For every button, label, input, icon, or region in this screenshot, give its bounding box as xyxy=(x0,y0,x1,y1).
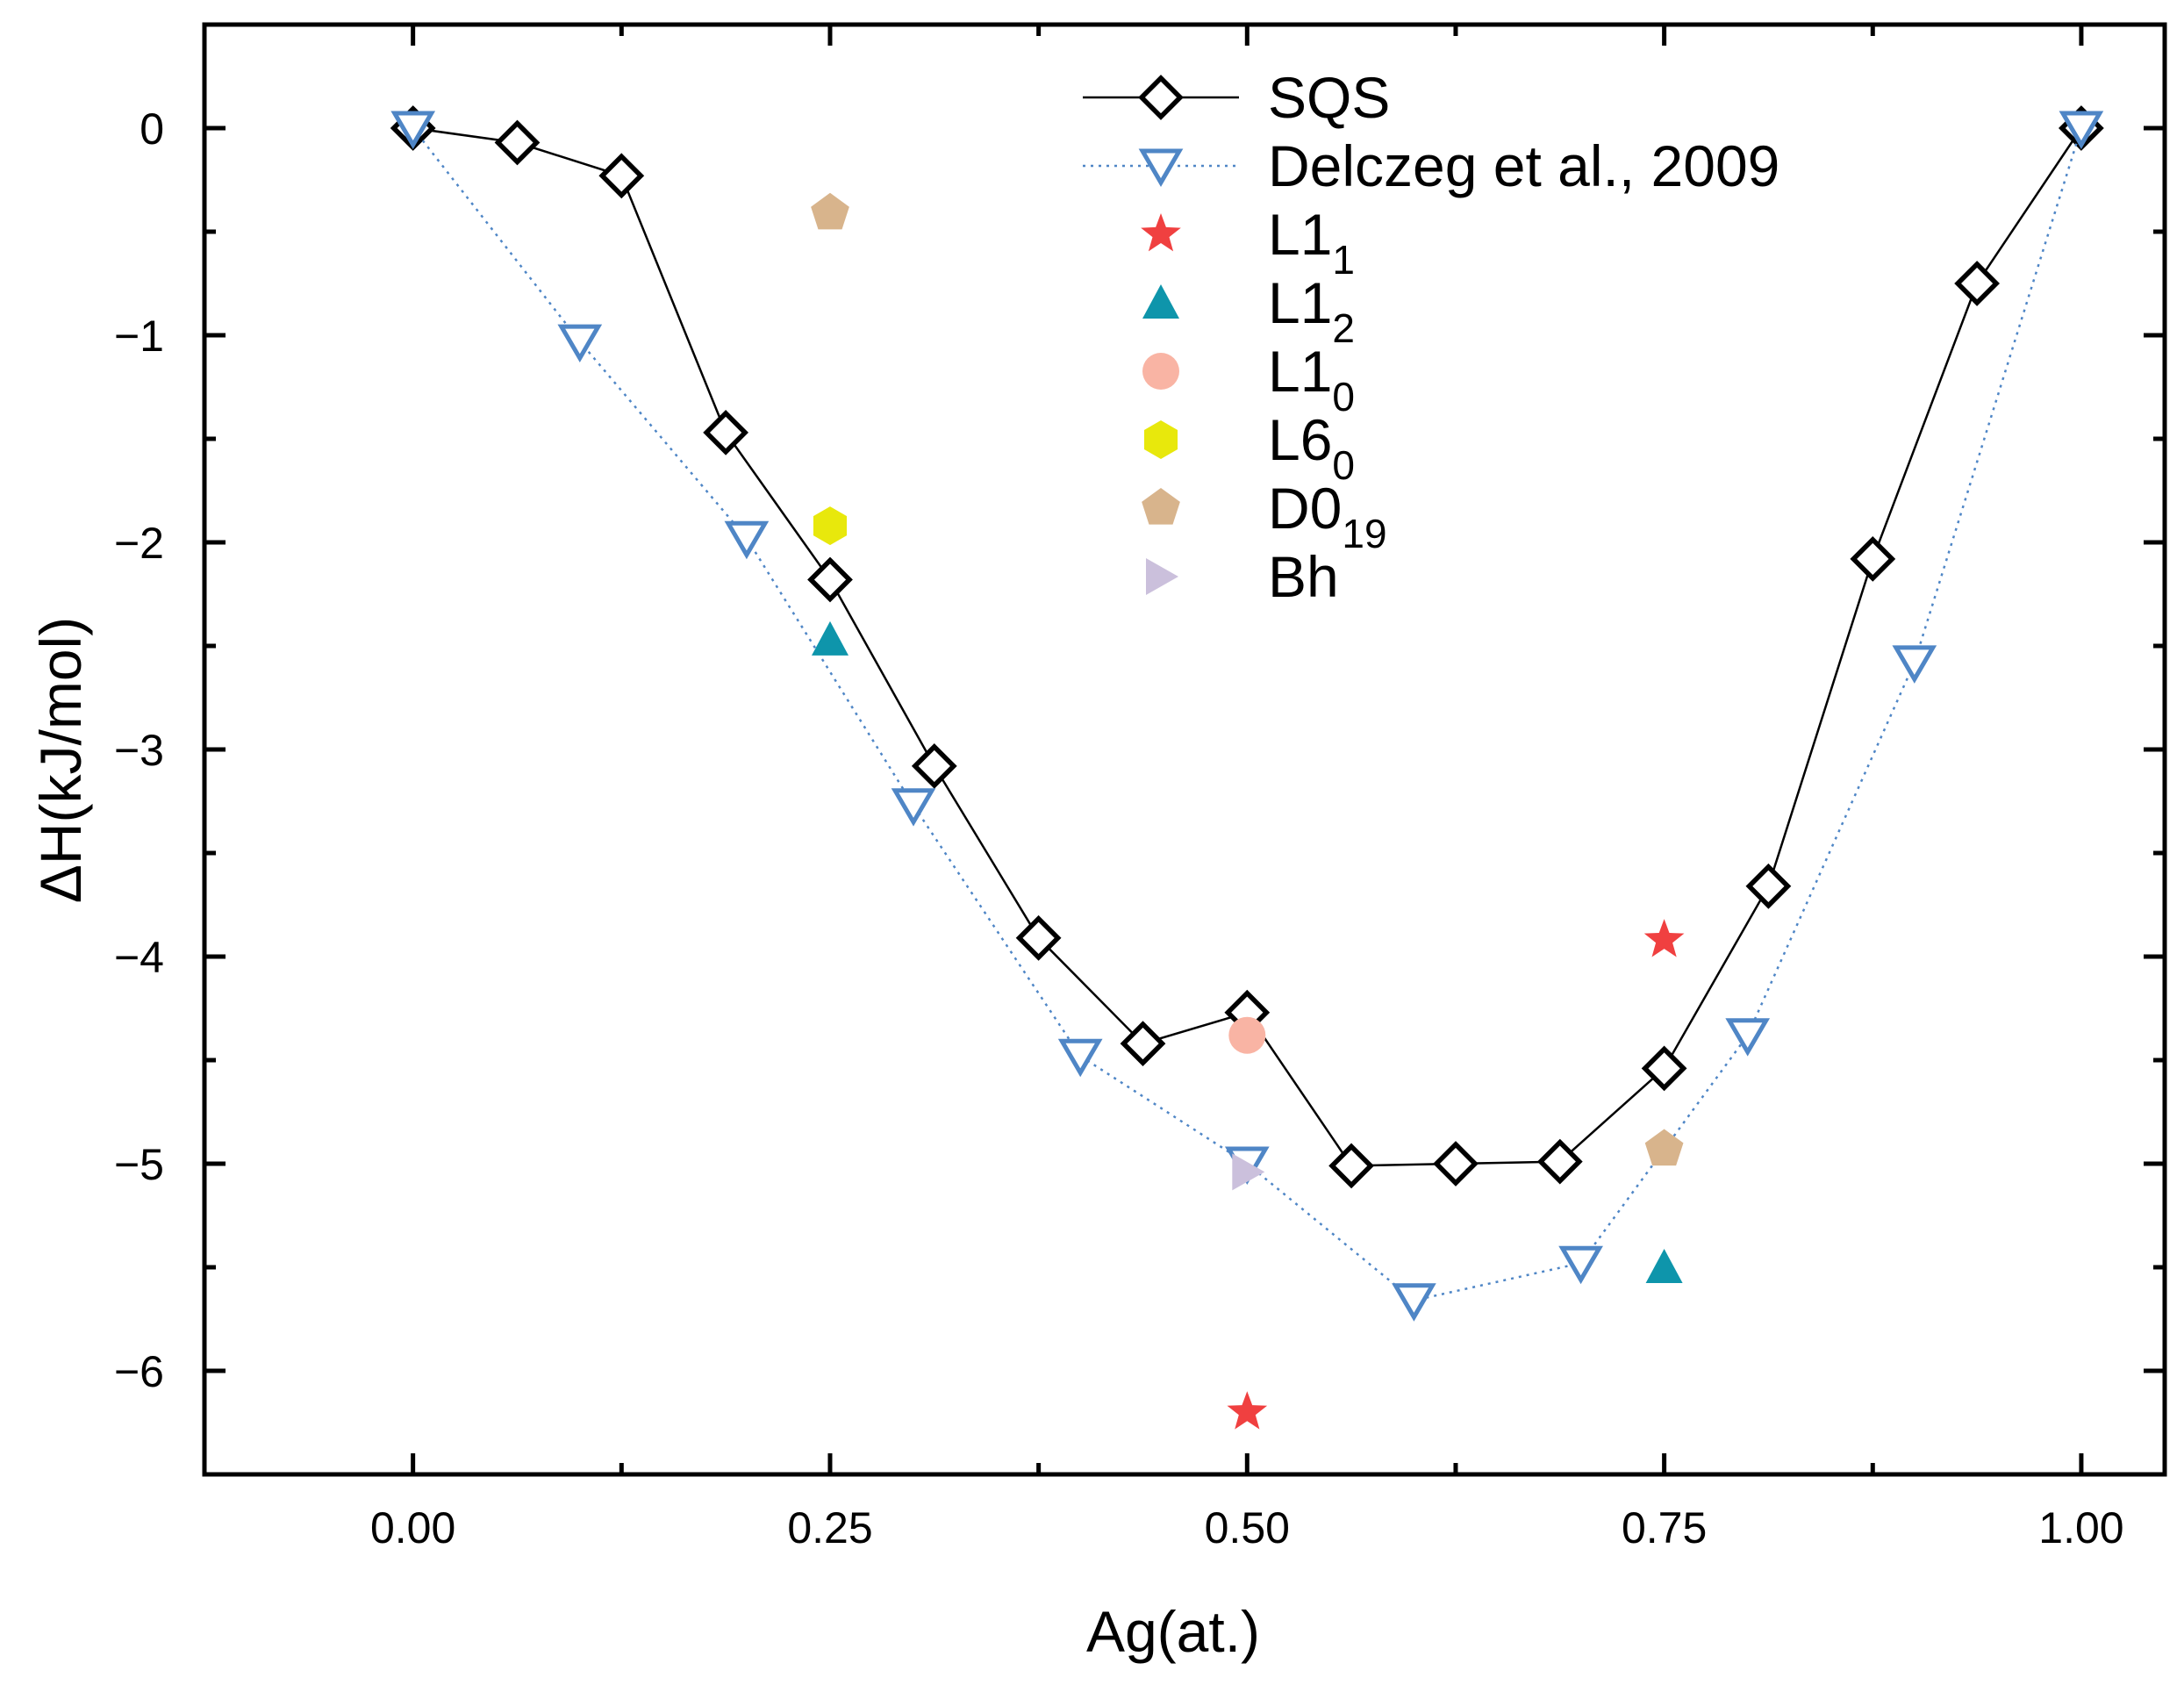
point-delczeg-et-al-2009-1 xyxy=(557,324,603,363)
point-sqs-6 xyxy=(1015,914,1062,961)
x-tick-label-1: 0.25 xyxy=(787,1503,872,1552)
point-l1-1-0 xyxy=(1227,1391,1268,1430)
x-tick-label-4: 1.00 xyxy=(2038,1503,2123,1552)
series-d0-19 xyxy=(811,192,1684,1166)
series-l6-0 xyxy=(813,506,848,546)
legend-label-subscript: 1 xyxy=(1332,237,1355,283)
axes: 0.00 0.25 0.50 0.75 1.00 0 −1 −2 −3 −4 −5 −6 xyxy=(114,22,2167,1552)
point-bh-0 xyxy=(1232,1153,1265,1191)
point-sqs-2 xyxy=(598,153,645,199)
point-sqs-15 xyxy=(1954,261,2000,306)
legend-label-subscript: 2 xyxy=(1332,305,1355,351)
point-sqs-9 xyxy=(1328,1143,1374,1189)
point-l1-0-0 xyxy=(1228,1016,1266,1054)
point-d0-19-0 xyxy=(811,192,849,230)
series-bh xyxy=(1232,1153,1265,1191)
y-tick-label-3: −3 xyxy=(114,726,164,775)
point-sqs-11 xyxy=(1536,1138,1583,1185)
point-sqs-1 xyxy=(494,119,541,166)
legend-marker xyxy=(1141,213,1181,252)
point-l1-2-1 xyxy=(1645,1249,1683,1283)
series-l1-0 xyxy=(1228,1016,1266,1054)
point-sqs-5 xyxy=(911,743,957,789)
y-tick-label-5: −5 xyxy=(114,1140,164,1189)
point-l1-2-0 xyxy=(812,620,849,656)
point-sqs-13 xyxy=(1745,863,1792,909)
point-delczeg-et-al-2009-0 xyxy=(390,111,436,149)
y-tick-label-4: −4 xyxy=(114,933,164,982)
point-delczeg-et-al-2009-4 xyxy=(1057,1038,1103,1078)
point-delczeg-et-al-2009-7 xyxy=(1558,1245,1603,1285)
x-tick-label-0: 0.00 xyxy=(370,1503,455,1552)
point-sqs-10 xyxy=(1433,1141,1479,1187)
series-l1-1 xyxy=(1227,919,1685,1430)
point-delczeg-et-al-2009-2 xyxy=(724,520,770,560)
point-delczeg-et-al-2009-9 xyxy=(1892,645,1937,684)
legend-marker xyxy=(1138,148,1184,187)
legend-label-subscript: 19 xyxy=(1342,511,1386,556)
series-sqs xyxy=(390,105,2104,1189)
point-sqs-14 xyxy=(1850,536,1896,582)
point-sqs-12 xyxy=(1641,1045,1687,1092)
legend-marker xyxy=(1142,353,1179,390)
plot-area xyxy=(390,105,2104,1430)
point-delczeg-et-al-2009-8 xyxy=(1725,1018,1771,1057)
legend-item-l1-0: L10 xyxy=(1142,339,1355,419)
legend-label-subscript: 0 xyxy=(1332,442,1355,488)
point-sqs-3 xyxy=(703,410,748,455)
legend-marker xyxy=(1146,558,1178,595)
legend-item-sqs: SQS xyxy=(1083,65,1390,130)
legend-marker xyxy=(1142,284,1179,319)
y-axis-title: ΔH(kJ/mol) xyxy=(28,617,93,903)
x-tick-label-2: 0.50 xyxy=(1205,1503,1290,1552)
point-delczeg-et-al-2009-10 xyxy=(2059,111,2104,149)
legend-marker xyxy=(1143,420,1178,459)
point-delczeg-et-al-2009-3 xyxy=(891,788,936,827)
x-tick-label-3: 0.75 xyxy=(1622,1503,1707,1552)
legend-marker xyxy=(1138,75,1184,120)
y-tick-label-1: −1 xyxy=(114,312,164,361)
point-sqs-7 xyxy=(1120,1021,1166,1066)
point-d0-19-1 xyxy=(1644,1129,1684,1166)
y-tick-label-2: −2 xyxy=(114,519,164,568)
legend-item-bh: Bh xyxy=(1146,544,1339,609)
y-tick-label-0: 0 xyxy=(140,104,164,154)
legend-label: Delczeg et al., 2009 xyxy=(1268,133,1779,198)
legend-marker xyxy=(1142,488,1180,525)
legend-label-subscript: 0 xyxy=(1332,374,1355,419)
legend-item-delczeg-et-al-2009: Delczeg et al., 2009 xyxy=(1083,133,1779,198)
series-l1-2 xyxy=(812,620,1683,1283)
y-tick-label-6: −6 xyxy=(114,1347,164,1396)
x-axis-title: Ag(at.) xyxy=(1086,1599,1260,1664)
legend-label: L10 xyxy=(1268,339,1355,419)
point-l6-0-0 xyxy=(813,506,848,546)
point-l1-1-1 xyxy=(1643,919,1685,957)
legend-label: Bh xyxy=(1268,544,1339,609)
legend-label: SQS xyxy=(1268,65,1390,130)
point-sqs-4 xyxy=(807,556,853,603)
point-delczeg-et-al-2009-6 xyxy=(1392,1283,1436,1322)
